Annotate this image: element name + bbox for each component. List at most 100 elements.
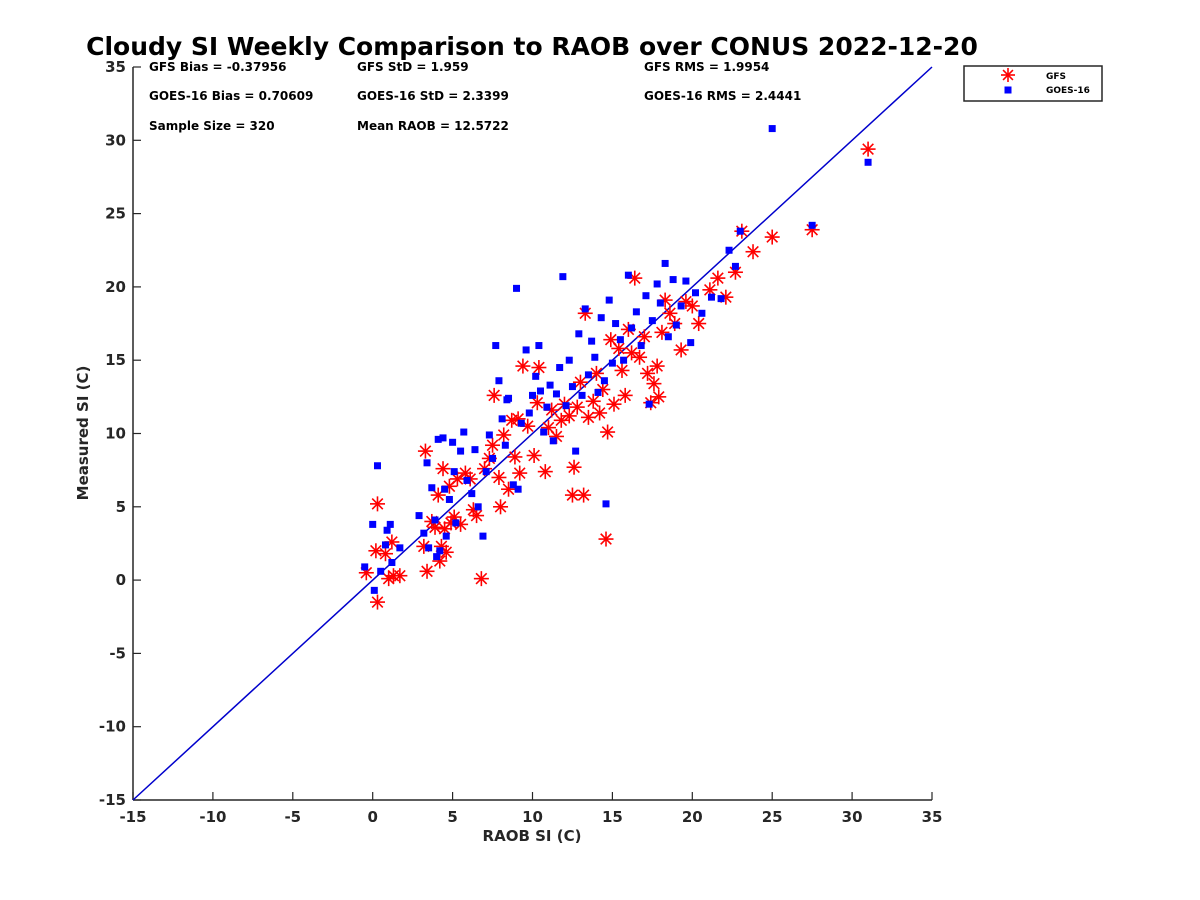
gfs-point — [491, 469, 507, 485]
gfs-point — [566, 459, 582, 475]
goes-point — [474, 503, 482, 511]
goes-point — [717, 295, 725, 303]
gfs-point — [636, 329, 652, 345]
goes-point — [691, 289, 699, 297]
gfs-point — [632, 349, 648, 365]
gfs-std-text: GFS StD = 1.959 — [357, 60, 469, 74]
goes-point — [479, 532, 487, 540]
goes-point — [687, 339, 695, 347]
goes-point — [572, 447, 580, 455]
gfs-point — [585, 393, 601, 409]
goes-point — [423, 459, 431, 467]
gfs-point — [496, 427, 512, 443]
y-tick-label: -15 — [99, 791, 126, 809]
goes-point — [620, 356, 628, 364]
gfs-point — [588, 365, 604, 381]
goes-point — [498, 415, 506, 423]
goes-point — [433, 553, 441, 561]
goes-point — [628, 324, 636, 332]
goes-point — [632, 308, 640, 316]
goes-point — [568, 383, 576, 391]
gfs-point — [611, 340, 627, 356]
y-tick-label: 5 — [116, 498, 126, 516]
gfs-point — [691, 316, 707, 332]
goes-point — [648, 317, 656, 325]
gfs-point — [369, 594, 385, 610]
goes-point — [415, 512, 423, 520]
statistics-panel: GFS Bias = -0.37956 GFS StD = 1.959 GFS … — [149, 60, 801, 133]
goes-point — [501, 441, 509, 449]
gfs-point — [649, 358, 665, 374]
x-tick-label: 5 — [447, 808, 457, 826]
y-tick-label: 0 — [116, 571, 126, 589]
goes-point — [808, 221, 816, 229]
goes-point — [656, 299, 664, 307]
goes-point — [707, 293, 715, 301]
goes-point — [513, 284, 521, 292]
gfs-point — [473, 571, 489, 587]
x-tick-label: 30 — [842, 808, 863, 826]
goes-point — [556, 364, 564, 372]
goes-point — [768, 125, 776, 133]
gfs-point — [617, 387, 633, 403]
gfs-point — [745, 244, 761, 260]
x-axis-label: RAOB SI (C) — [483, 827, 582, 845]
y-tick-label: 30 — [105, 131, 126, 149]
x-tick-label: 25 — [762, 808, 783, 826]
x-tick-label: 10 — [522, 808, 543, 826]
goes-point — [485, 431, 493, 439]
x-tick-label: -15 — [119, 808, 146, 826]
goes-point — [452, 519, 460, 527]
goes-point — [457, 447, 465, 455]
one-to-one-line-path — [132, 66, 933, 801]
goes-point — [442, 532, 450, 540]
x-tick-label: 35 — [922, 808, 943, 826]
y-tick-label: -10 — [99, 718, 126, 736]
goes-point — [495, 377, 503, 385]
gfs-rms-text: GFS RMS = 1.9954 — [644, 60, 769, 74]
goes-point — [441, 485, 449, 493]
goes-point — [597, 314, 605, 322]
gfs-series — [358, 141, 876, 610]
gfs-point — [526, 447, 542, 463]
goes-point — [449, 438, 457, 446]
gfs-point — [646, 376, 662, 392]
x-tick-label: -5 — [284, 808, 301, 826]
legend: GFS GOES-16 — [963, 65, 1103, 102]
goes-std-text: GOES-16 StD = 2.3399 — [357, 89, 509, 103]
goes-point — [434, 435, 442, 443]
gfs-point — [606, 396, 622, 412]
goes-point — [600, 377, 608, 385]
goes-bias-text: GOES-16 Bias = 0.70609 — [149, 89, 313, 103]
goes-point — [396, 544, 404, 552]
goes-point — [445, 495, 453, 503]
goes-point — [431, 516, 439, 524]
goes-series — [361, 125, 872, 594]
goes-point — [370, 586, 378, 594]
goes-point — [637, 342, 645, 350]
goes-point — [514, 485, 522, 493]
goes-point — [605, 296, 613, 304]
gfs-point — [553, 412, 569, 428]
gfs-point — [392, 568, 408, 584]
goes-point — [682, 277, 690, 285]
goes-point — [559, 273, 567, 281]
goes-point — [535, 342, 543, 350]
goes-point — [612, 320, 620, 328]
goes-point — [591, 353, 599, 361]
gfs-point — [485, 437, 501, 453]
legend-goes-marker — [1004, 86, 1012, 94]
gfs-point — [598, 531, 614, 547]
gfs-point — [651, 389, 667, 405]
goes-point — [584, 371, 592, 379]
y-tick-label: 20 — [105, 278, 126, 296]
goes-point — [517, 419, 525, 427]
goes-point — [377, 567, 385, 575]
gfs-point — [569, 399, 585, 415]
goes-point — [492, 342, 500, 350]
gfs-point — [710, 270, 726, 286]
goes-point — [602, 500, 610, 508]
y-tick-label: 35 — [105, 58, 126, 76]
goes-point — [471, 446, 479, 454]
goes-point — [388, 559, 396, 567]
